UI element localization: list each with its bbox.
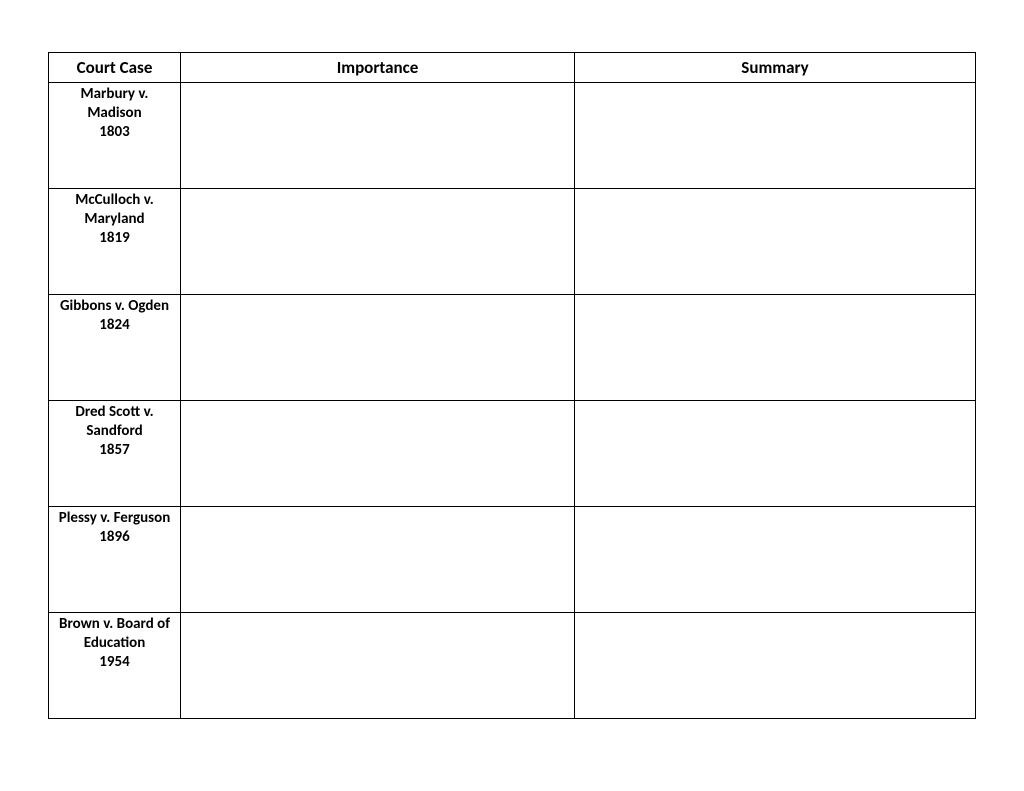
- importance-cell: [181, 295, 575, 401]
- importance-cell: [181, 401, 575, 507]
- case-name-cell: Brown v. Board of Education 1954: [49, 613, 181, 719]
- table-row: Plessy v. Ferguson 1896: [49, 507, 976, 613]
- case-year: 1819: [99, 229, 129, 247]
- case-year: 1857: [99, 441, 129, 459]
- case-name: McCulloch v. Maryland: [75, 191, 154, 228]
- summary-cell: [575, 83, 976, 189]
- column-header-case: Court Case: [49, 53, 181, 83]
- table-row: McCulloch v. Maryland 1819: [49, 189, 976, 295]
- table-row: Gibbons v. Ogden 1824: [49, 295, 976, 401]
- case-year: 1824: [99, 316, 129, 334]
- case-name-cell: Marbury v. Madison 1803: [49, 83, 181, 189]
- case-name-cell: McCulloch v. Maryland 1819: [49, 189, 181, 295]
- column-header-summary: Summary: [575, 53, 976, 83]
- table-body: Marbury v. Madison 1803 McCulloch v. Mar…: [49, 83, 976, 719]
- case-name-cell: Gibbons v. Ogden 1824: [49, 295, 181, 401]
- case-name-cell: Plessy v. Ferguson 1896: [49, 507, 181, 613]
- case-name-cell: Dred Scott v. Sandford 1857: [49, 401, 181, 507]
- case-year: 1954: [99, 653, 129, 671]
- summary-cell: [575, 507, 976, 613]
- table-header-row: Court Case Importance Summary: [49, 53, 976, 83]
- case-name: Dred Scott v. Sandford: [75, 403, 153, 440]
- summary-cell: [575, 189, 976, 295]
- table-row: Marbury v. Madison 1803: [49, 83, 976, 189]
- case-name: Plessy v. Ferguson: [59, 509, 171, 527]
- court-cases-table: Court Case Importance Summary Marbury v.…: [48, 52, 976, 719]
- importance-cell: [181, 189, 575, 295]
- summary-cell: [575, 295, 976, 401]
- column-header-importance: Importance: [181, 53, 575, 83]
- case-year: 1896: [99, 528, 129, 546]
- summary-cell: [575, 401, 976, 507]
- case-year: 1803: [99, 123, 129, 141]
- case-name: Gibbons v. Ogden: [60, 297, 169, 315]
- table-row: Dred Scott v. Sandford 1857: [49, 401, 976, 507]
- importance-cell: [181, 613, 575, 719]
- case-name: Brown v. Board of Education: [59, 615, 170, 652]
- importance-cell: [181, 83, 575, 189]
- importance-cell: [181, 507, 575, 613]
- case-name: Marbury v. Madison: [81, 85, 149, 122]
- table-row: Brown v. Board of Education 1954: [49, 613, 976, 719]
- summary-cell: [575, 613, 976, 719]
